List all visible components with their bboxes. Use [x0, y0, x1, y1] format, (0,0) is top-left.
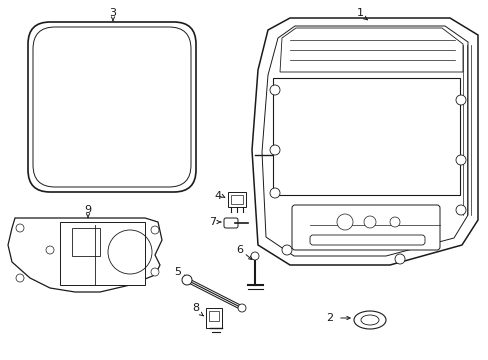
- Circle shape: [269, 85, 280, 95]
- Circle shape: [455, 155, 465, 165]
- Ellipse shape: [353, 311, 385, 329]
- Circle shape: [182, 275, 192, 285]
- Circle shape: [336, 214, 352, 230]
- FancyBboxPatch shape: [224, 218, 238, 228]
- Text: 7: 7: [209, 217, 216, 227]
- Polygon shape: [8, 218, 162, 292]
- Circle shape: [16, 274, 24, 282]
- Circle shape: [455, 95, 465, 105]
- Circle shape: [238, 304, 245, 312]
- FancyBboxPatch shape: [28, 22, 196, 192]
- Text: 2: 2: [326, 313, 333, 323]
- Text: 8: 8: [192, 303, 199, 313]
- Circle shape: [151, 268, 159, 276]
- Polygon shape: [262, 26, 467, 256]
- Polygon shape: [251, 18, 477, 265]
- Circle shape: [363, 216, 375, 228]
- FancyBboxPatch shape: [291, 205, 439, 250]
- FancyBboxPatch shape: [205, 308, 222, 328]
- FancyBboxPatch shape: [208, 311, 219, 321]
- Circle shape: [269, 145, 280, 155]
- FancyBboxPatch shape: [72, 228, 100, 256]
- Text: 6: 6: [236, 245, 243, 255]
- Text: 1: 1: [356, 8, 363, 18]
- Circle shape: [250, 252, 259, 260]
- Text: 3: 3: [109, 8, 116, 18]
- Circle shape: [455, 205, 465, 215]
- Circle shape: [389, 217, 399, 227]
- Ellipse shape: [360, 315, 378, 325]
- FancyBboxPatch shape: [230, 195, 243, 204]
- Polygon shape: [272, 78, 459, 195]
- FancyBboxPatch shape: [33, 27, 191, 187]
- FancyBboxPatch shape: [309, 235, 424, 245]
- Text: 5: 5: [174, 267, 181, 277]
- Circle shape: [46, 246, 54, 254]
- Text: 4: 4: [214, 191, 221, 201]
- Circle shape: [151, 226, 159, 234]
- Circle shape: [269, 188, 280, 198]
- Circle shape: [16, 224, 24, 232]
- Circle shape: [282, 245, 291, 255]
- Polygon shape: [280, 28, 462, 72]
- Circle shape: [394, 254, 404, 264]
- Text: 9: 9: [84, 205, 91, 215]
- FancyBboxPatch shape: [227, 192, 245, 207]
- Polygon shape: [60, 222, 145, 285]
